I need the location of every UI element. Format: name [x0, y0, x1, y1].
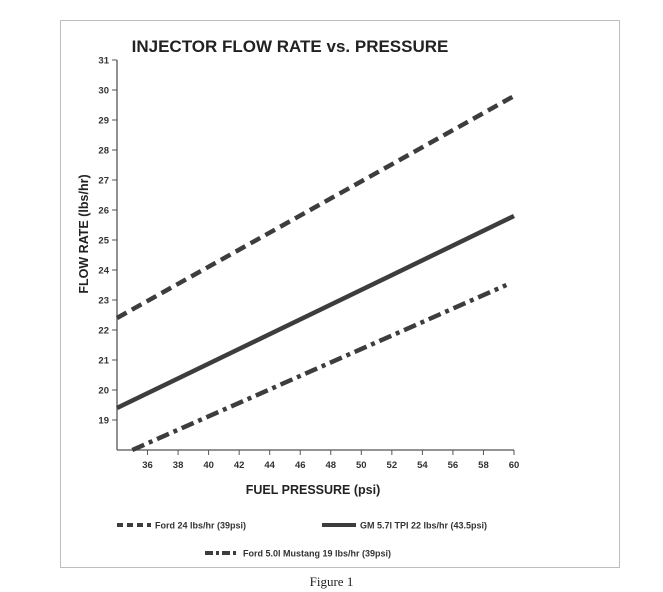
legend-label-2: Ford 5.0l Mustang 19 lbs/hr (39psi): [243, 549, 391, 559]
y-tick-label: 19: [98, 416, 109, 427]
chart-title: INJECTOR FLOW RATE vs. PRESSURE: [132, 37, 449, 56]
x-tick-label: 42: [234, 460, 245, 471]
x-tick-label: 52: [387, 460, 398, 471]
x-tick-label: 36: [142, 460, 153, 471]
y-tick-label: 28: [98, 146, 109, 157]
series-line-1: [116, 213, 515, 411]
figure-frame: [60, 20, 620, 568]
legend-label-1: GM 5.7l TPI 22 lbs/hr (43.5psi): [360, 521, 487, 531]
y-tick-label: 20: [98, 386, 109, 397]
series-lines: [115, 94, 516, 453]
y-tick-label: 25: [98, 236, 109, 247]
y-tick-label: 24: [98, 266, 109, 277]
y-tick-label: 31: [98, 56, 109, 67]
y-tick-label: 27: [98, 176, 109, 187]
x-tick-label: 58: [478, 460, 489, 471]
y-axis-ticks: 19 20 21 22 23 24 25 26 27 28 29 30 31: [98, 56, 117, 427]
y-axis-label: FLOW RATE (lbs/hr): [77, 174, 91, 293]
y-tick-label: 23: [98, 296, 109, 307]
line-chart: INJECTOR FLOW RATE vs. PRESSURE 19 20 21 22…: [77, 37, 519, 559]
x-tick-label: 56: [448, 460, 459, 471]
figure-caption: Figure 1: [309, 574, 354, 589]
x-tick-label: 44: [264, 460, 275, 471]
y-tick-label: 22: [98, 326, 109, 337]
x-tick-label: 54: [417, 460, 428, 471]
x-axis-label: FUEL PRESSURE (psi): [246, 483, 381, 497]
legend: Ford 24 lbs/hr (39psi) GM 5.7l TPI 22 lbs…: [117, 521, 487, 559]
legend-label-0: Ford 24 lbs/hr (39psi): [155, 521, 246, 531]
y-tick-label: 21: [98, 356, 109, 367]
x-tick-label: 38: [173, 460, 184, 471]
y-tick-label: 26: [98, 206, 109, 217]
x-axis-ticks: 36 38 40 42 44 46 48 50 52 54 56 58 60: [142, 450, 519, 471]
x-tick-label: 60: [509, 460, 520, 471]
x-tick-label: 46: [295, 460, 306, 471]
x-tick-label: 50: [356, 460, 367, 471]
x-tick-label: 48: [325, 460, 336, 471]
y-tick-label: 29: [98, 116, 109, 127]
x-tick-label: 40: [203, 460, 214, 471]
axes: [116, 60, 514, 451]
y-tick-label: 30: [98, 86, 109, 97]
series-line-0: [115, 94, 516, 320]
